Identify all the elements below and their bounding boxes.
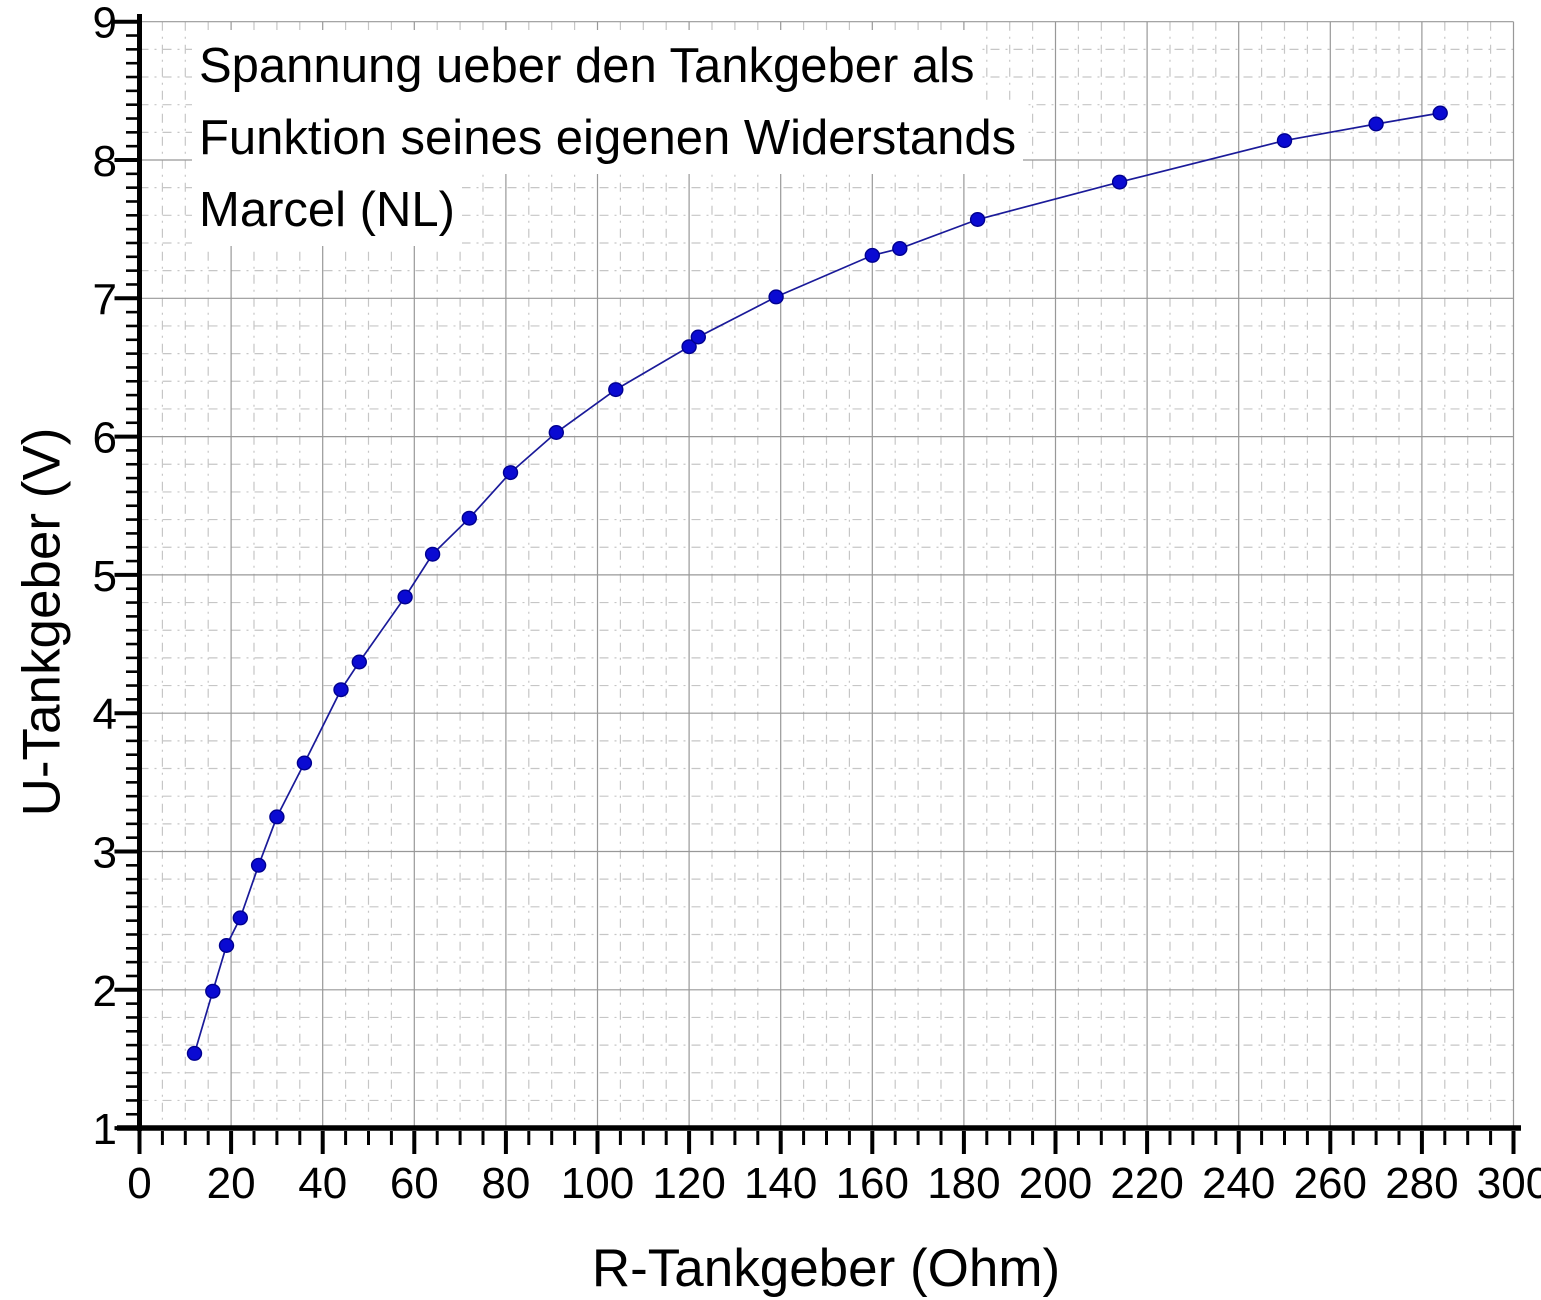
x-tick-label: 260 [1294,1159,1367,1208]
chart-title-line-2: Funktion seines eigenen Widerstands [192,102,1024,174]
data-point [892,240,908,256]
data-point [250,857,267,873]
chart-title-row: Spannung ueber den Tankgeber als [192,30,1023,102]
x-tick-label: 200 [1019,1159,1092,1208]
y-tick-label: 7 [93,275,117,324]
y-tick-label: 5 [93,552,117,601]
data-point [969,211,986,227]
x-tick-label: 300 [1477,1159,1541,1208]
data-point [232,910,249,926]
y-tick-label: 8 [93,137,117,186]
data-point [864,247,880,263]
chart-title-row: Funktion seines eigenen Widerstands [192,102,1024,174]
chart-title-line-1: Spannung ueber den Tankgeber als [192,30,982,102]
data-point [397,589,413,605]
data-point [1368,116,1384,132]
data-point [424,546,441,562]
x-tick-label: 40 [298,1159,347,1208]
data-point [351,654,367,670]
axes [117,14,1521,1131]
data-point [296,755,313,771]
y-tick-label: 9 [93,0,117,48]
x-tick-label: 120 [652,1159,725,1208]
grid-major [139,21,1515,1129]
tick-labels: 0 20 40 60 80 100 120 140 160 180 200 220 240 260 280 3… [93,0,1541,1208]
y-tick-label: 4 [93,690,117,739]
x-tick-label: 100 [561,1159,634,1208]
data-point [502,465,519,481]
x-tick-label: 0 [127,1159,151,1208]
y-tick-label: 6 [93,414,117,463]
y-tick-label: 3 [93,829,117,878]
data-point [548,425,564,441]
y-tick-label: 1 [93,1105,117,1154]
series-line [193,112,1441,1054]
data-point [1276,133,1293,149]
data-point [218,938,235,954]
x-tick-label: 80 [481,1159,530,1208]
data-point [690,329,706,345]
data-point [1111,174,1128,190]
data-point [269,809,285,825]
data-point [333,682,349,698]
x-axis-title: R-Tankgeber (Ohm) [585,1238,1067,1299]
chart-title-row: Marcel (NL) [192,174,1023,246]
data-point [608,382,624,398]
x-tick-label: 140 [744,1159,817,1208]
data-point [186,1045,203,1061]
x-tick-label: 240 [1202,1159,1275,1208]
x-tick-label: 220 [1110,1159,1183,1208]
x-tick-label: 60 [390,1159,439,1208]
data-point [1432,105,1448,121]
ticks [114,19,1516,1154]
data-point [461,510,477,526]
x-tick-label: 160 [836,1159,909,1208]
x-tick-label: 280 [1385,1159,1458,1208]
y-tick-label: 2 [93,967,117,1016]
y-axis-title: U-Tankgeber (V) [11,421,73,823]
data-point [768,289,784,305]
x-tick-label: 20 [207,1159,256,1208]
x-tick-label: 180 [927,1159,1000,1208]
data-point [681,339,697,355]
chart-title-line-3: Marcel (NL) [192,174,462,246]
data-series [186,105,1448,1061]
chart-title: Spannung ueber den Tankgeber als Funktio… [192,30,1024,246]
data-point [205,983,221,999]
